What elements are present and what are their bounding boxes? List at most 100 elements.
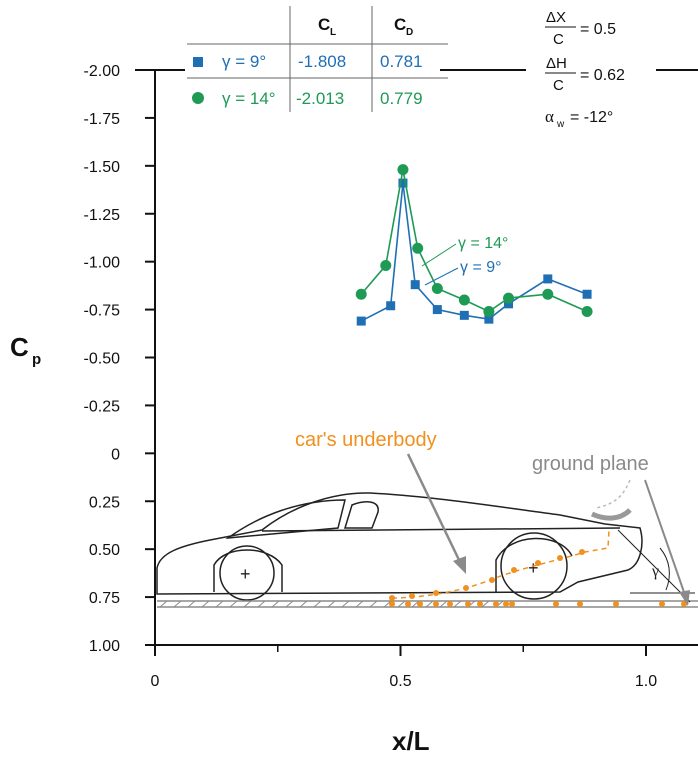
- underbody-point: [535, 560, 541, 566]
- table-row-1-cd: 0.781: [380, 52, 423, 71]
- param-dx-den: C: [553, 31, 564, 48]
- table-row-1-label: γ = 9°: [222, 52, 266, 71]
- param-alpha-sub: w: [556, 119, 565, 130]
- hatch-line: [258, 601, 265, 607]
- underbody-point: [503, 601, 509, 607]
- series-line-0: [361, 183, 587, 321]
- ground-arrow: [596, 480, 690, 606]
- hatch-line: [328, 601, 335, 607]
- y-tick-label: 0: [111, 446, 120, 463]
- hatch-line: [174, 601, 181, 607]
- hatch-line: [440, 601, 447, 607]
- hatch-line: [314, 601, 321, 607]
- hatch-line: [426, 601, 433, 607]
- hatch-line: [370, 601, 377, 607]
- underbody-point: [405, 601, 411, 607]
- param-dh-num: ΔH: [546, 55, 567, 72]
- underbody-point: [553, 601, 559, 607]
- underbody-point: [433, 601, 439, 607]
- table-header-cl-sub: L: [330, 27, 336, 38]
- y-tick-label: -0.25: [84, 398, 121, 415]
- series-label-gamma-9: γ = 9°: [460, 259, 502, 276]
- hatch-line: [356, 601, 363, 607]
- param-alpha-sym: α: [545, 107, 554, 126]
- table-header-cd-sub: D: [406, 27, 413, 38]
- hatch-line: [398, 601, 405, 607]
- y-tick-label: -1.00: [84, 255, 121, 272]
- underbody-point: [511, 567, 517, 573]
- underbody-point: [417, 601, 423, 607]
- y-tick-label: -1.50: [84, 159, 121, 176]
- underbody-point: [493, 601, 499, 607]
- data-point-square: [433, 305, 442, 314]
- hatch-line: [454, 601, 461, 607]
- hatch-line: [300, 601, 307, 607]
- data-point-circle: [380, 260, 391, 271]
- underbody-point: [509, 601, 515, 607]
- data-point-circle: [483, 306, 494, 317]
- underbody-point: [447, 601, 453, 607]
- wheel-center-mark: +: [240, 564, 251, 584]
- car-window: [228, 500, 345, 538]
- data-point-circle: [397, 164, 408, 175]
- underbody-point: [389, 595, 395, 601]
- underbody-point: [463, 585, 469, 591]
- hatch-line: [188, 601, 195, 607]
- table-header-cd: C: [394, 15, 406, 34]
- underbody-point: [465, 601, 471, 607]
- underbody-arrow: [408, 454, 466, 574]
- hatch-line: [342, 601, 349, 607]
- hatch-line: [160, 601, 167, 607]
- x-tick-label: 0.5: [389, 673, 411, 690]
- y-axis-label: C: [10, 332, 29, 362]
- underbody-point: [389, 601, 395, 607]
- data-point-circle: [459, 295, 470, 306]
- series-label-gamma-14: γ = 14°: [458, 235, 508, 252]
- data-point-circle: [356, 289, 367, 300]
- param-dh-val: = 0.62: [580, 67, 625, 84]
- hatch-line: [286, 601, 293, 607]
- y-tick-label: -1.25: [84, 207, 121, 224]
- table-row-2-cl: -2.013: [296, 89, 344, 108]
- x-tick-label: 1.0: [635, 673, 657, 690]
- gamma-label: γ: [651, 563, 659, 580]
- x-axis-label: x/L: [392, 726, 430, 756]
- y-tick-label: 0.50: [89, 542, 120, 559]
- gamma-arc: [660, 548, 669, 590]
- underbody-point: [579, 549, 585, 555]
- underbody-point: [613, 601, 619, 607]
- underbody-point: [557, 555, 563, 561]
- data-point-square: [386, 301, 395, 310]
- car-illustration: [157, 493, 642, 600]
- data-point-circle: [542, 289, 553, 300]
- hatch-line: [230, 601, 237, 607]
- y-tick-label: 0.25: [89, 494, 120, 511]
- y-tick-label: -0.50: [84, 351, 121, 368]
- underbody-point: [433, 590, 439, 596]
- y-tick-label: 1.00: [89, 638, 120, 655]
- legend-table: C L C D γ = 9° -1.808 0.781 γ = 14° -2.0…: [187, 6, 448, 112]
- parameters-block: ΔX C = 0.5 ΔH C = 0.62 α w = -12°: [545, 9, 625, 130]
- underbody-point: [489, 577, 495, 583]
- hatch-line: [216, 601, 223, 607]
- data-point-square: [460, 311, 469, 320]
- ground-plane-label: ground plane: [532, 453, 649, 475]
- y-ticks: -2.00 -1.75 -1.50 -1.25 -1.00 -0.75 -0.50 -0.25…: [84, 63, 155, 655]
- car-body-outline: [157, 493, 642, 594]
- series-label-leader-blue: [425, 268, 458, 285]
- car-window-rear: [345, 502, 378, 528]
- y-tick-label: -1.75: [84, 111, 121, 128]
- table-row-2-label: γ = 14°: [222, 89, 276, 108]
- y-tick-label: -2.00: [84, 63, 121, 80]
- hatch-line: [272, 601, 279, 607]
- underbody-label: car's underbody: [295, 429, 437, 451]
- legend-marker-green-circle: [192, 92, 204, 104]
- x-tick-label: 0: [151, 673, 160, 690]
- data-point-circle: [503, 293, 514, 304]
- underbody-point: [659, 601, 665, 607]
- front-wing-element: [592, 510, 630, 518]
- data-point-circle: [582, 306, 593, 317]
- hatch-line: [202, 601, 209, 607]
- param-dx-num: ΔX: [546, 9, 566, 26]
